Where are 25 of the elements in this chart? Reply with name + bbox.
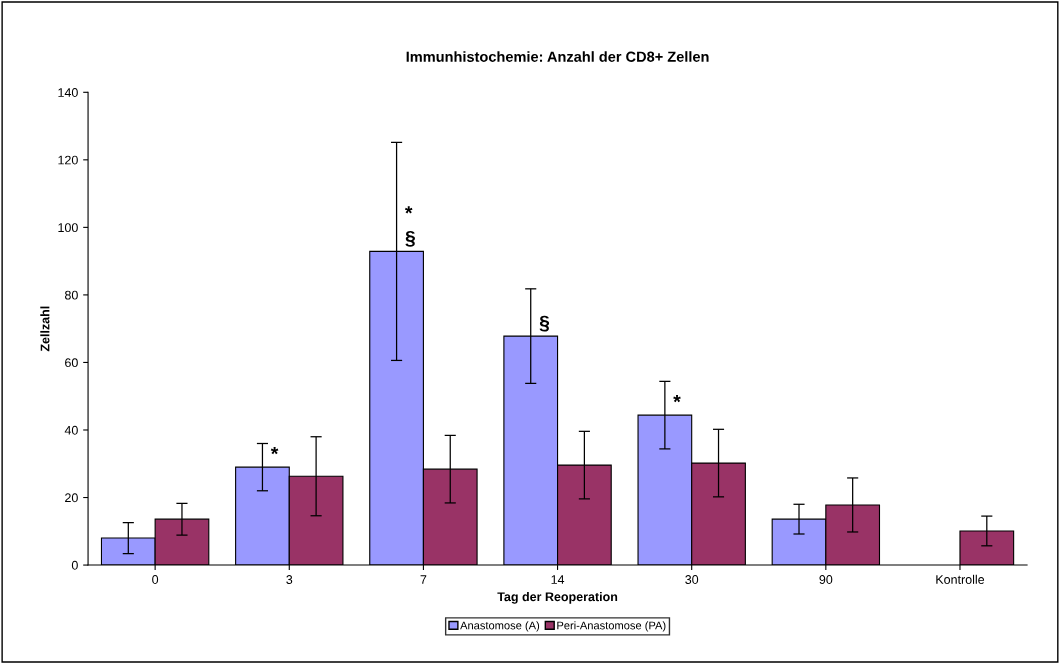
annotation: * (270, 446, 279, 455)
y-tick-label: 0 (71, 560, 78, 570)
annotation: § (539, 315, 550, 332)
x-tick-label: 14 (551, 575, 565, 584)
x-axis-title: Tag der Reoperation (497, 591, 618, 604)
chart-title: Immunhistochemie: Anzahl der CD8+ Zellen (406, 51, 709, 62)
y-tick-label: 20 (65, 493, 78, 503)
x-tick-label: 90 (819, 575, 833, 584)
y-tick-label: 80 (64, 290, 78, 300)
y-tick-label: 120 (58, 155, 78, 165)
annotation: * (673, 394, 681, 403)
y-tick-label: 40 (64, 425, 78, 435)
y-tick-label: 60 (65, 358, 78, 368)
x-tick-label: 3 (286, 575, 293, 584)
annotation: § (405, 230, 415, 247)
x-tick-label: 7 (420, 575, 427, 584)
x-tick-label: 0 (152, 575, 159, 584)
x-tick-label: Kontrolle (936, 574, 985, 584)
x-tick-label: 30 (685, 575, 699, 584)
y-tick-label: 140 (58, 88, 78, 97)
y-tick-label: 100 (58, 223, 78, 233)
legend-label: Peri-Anastomose (PA) (557, 621, 666, 632)
annotation: * (404, 206, 413, 214)
y-axis-title: Zellzahl (40, 306, 50, 352)
legend-label: Anastomose (A) (460, 621, 540, 632)
